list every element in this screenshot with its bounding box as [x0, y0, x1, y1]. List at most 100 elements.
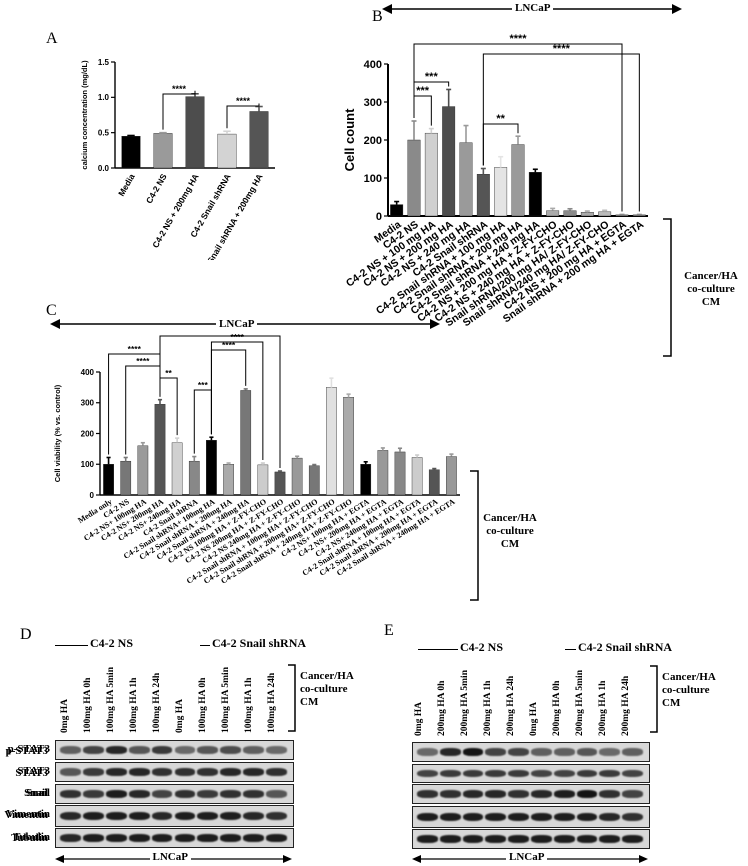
bracket-line: co-culture — [300, 683, 348, 695]
y-tick-label: 1.0 — [98, 93, 110, 102]
bracket-label-b: Cancer/HA co-culture CM — [676, 270, 746, 309]
bracket-line: co-culture — [662, 684, 710, 696]
lane-label: 100mg HA 1h — [129, 677, 139, 733]
bar — [206, 440, 217, 496]
blot-band — [553, 812, 575, 822]
blot-band — [439, 769, 461, 778]
bracket-c-line-1: Cancer/HA — [483, 512, 537, 524]
blot-band — [243, 768, 265, 776]
significance-bracket — [108, 353, 161, 455]
bar — [249, 111, 269, 169]
blot-strip-tubulin — [412, 829, 650, 849]
blot-band — [151, 811, 173, 821]
panel-letter-e: E — [384, 622, 394, 639]
blot-band — [622, 748, 643, 756]
bar — [120, 460, 132, 496]
blot-band — [220, 834, 242, 842]
bar — [476, 173, 490, 217]
blot-band — [485, 812, 507, 822]
blot-row-label: Snail — [24, 787, 48, 799]
lane-label: 200mg HA 0h — [437, 680, 447, 736]
group-label-snail: C4-2 Snail shRNA — [212, 636, 307, 650]
bar — [326, 387, 337, 496]
lane-label: 0mg HA — [529, 701, 539, 736]
blot-band — [105, 834, 127, 842]
significance-label: **** — [236, 96, 251, 106]
bar — [377, 450, 389, 496]
bar — [154, 404, 166, 496]
lane-label: 100mg HA 0h — [83, 677, 93, 733]
blot-band — [266, 834, 287, 842]
lane-label: 100mg HA 0h — [198, 677, 208, 733]
lane-label: 0mg HA — [60, 698, 70, 733]
blot-strip-p-stat3 — [412, 742, 650, 762]
blot-band — [151, 790, 173, 798]
blot-band — [622, 812, 643, 822]
bar — [424, 132, 438, 217]
bar — [291, 457, 303, 496]
bar — [153, 133, 173, 169]
blot-band — [553, 835, 575, 843]
bar — [217, 133, 237, 169]
blot-strip-tubulin — [55, 828, 294, 848]
blot-band — [576, 790, 598, 798]
blot-band — [462, 769, 484, 778]
blot-band — [553, 769, 575, 778]
blot-band — [508, 748, 529, 756]
bar — [442, 106, 456, 217]
blot-band — [462, 835, 484, 843]
blot-band — [531, 790, 552, 798]
bracket — [650, 665, 658, 733]
blot-row-label: Vimentin — [6, 808, 50, 820]
significance-label: **** — [553, 43, 571, 55]
lane-label: 0mg HA — [414, 701, 424, 736]
blot-band — [462, 812, 484, 822]
blot-band — [599, 769, 621, 778]
blot-band — [197, 746, 219, 754]
blot-band — [576, 812, 598, 822]
bar — [580, 211, 594, 217]
lncap-label-b: LNCaP — [512, 2, 554, 14]
group-line-ns — [418, 649, 458, 650]
blot-band — [151, 768, 173, 776]
blot-band — [174, 768, 196, 776]
y-axis-label: calcium concentration (mg/dL) — [80, 60, 89, 170]
lane-label: 0mg HA — [175, 698, 185, 733]
group-line-ns — [55, 645, 88, 646]
bar — [103, 464, 114, 496]
bar — [171, 442, 183, 496]
blot-row-label: p-STAT3 — [7, 743, 50, 755]
bar — [360, 464, 372, 496]
blot-band — [243, 834, 265, 842]
panel-letter-c: C — [46, 302, 57, 319]
blot-band — [197, 811, 219, 821]
blot-row-label: Vimentin — [4, 809, 48, 821]
blot-band — [599, 835, 621, 843]
significance-label: **** — [128, 344, 142, 354]
significance-label: ** — [165, 368, 172, 378]
x-tick-label: Media — [116, 172, 137, 198]
blot-band — [531, 748, 552, 756]
blot-band — [599, 748, 621, 756]
blot-band — [508, 812, 529, 822]
significance-bracket — [482, 53, 640, 212]
blot-band — [60, 746, 81, 754]
blot-strip-vimentin — [55, 805, 294, 827]
significance-label: *** — [198, 380, 209, 390]
significance-label: **** — [509, 33, 527, 45]
blot-band — [508, 790, 529, 798]
bar — [257, 464, 269, 496]
blot-band — [439, 812, 461, 822]
blot-row-label: Tubulin — [11, 832, 48, 844]
blot-band — [266, 790, 287, 798]
blot-band — [576, 769, 598, 778]
blot-band — [531, 835, 552, 843]
y-tick-label: 0 — [376, 211, 382, 223]
x-tick-label: C4-2 NS — [144, 172, 169, 206]
y-tick-label: 300 — [364, 97, 382, 109]
blot-strip-vimentin — [412, 806, 650, 828]
group-label-ns: C4-2 NS — [90, 636, 134, 650]
blot-band — [417, 812, 438, 822]
y-tick-label: 400 — [81, 368, 95, 377]
bar — [459, 142, 473, 217]
